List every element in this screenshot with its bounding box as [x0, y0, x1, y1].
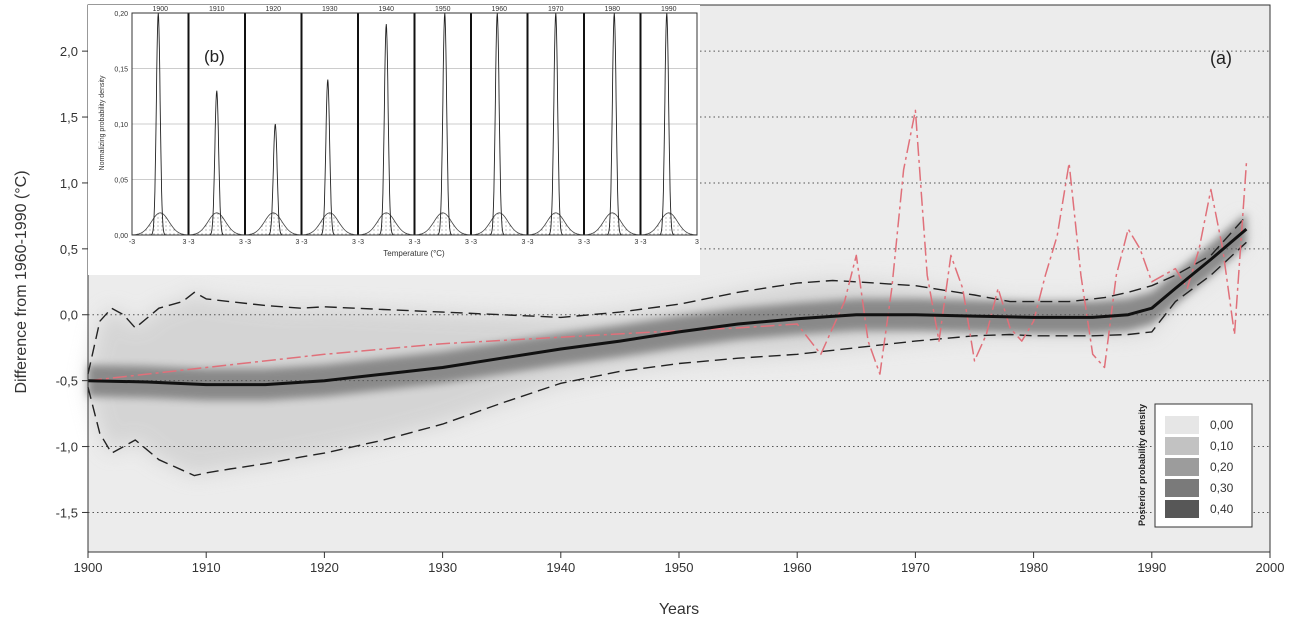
- inset-decade-label: 1960: [491, 6, 507, 13]
- x-tick-label: 1900: [74, 560, 103, 575]
- inset-prior-curve: [131, 212, 189, 236]
- y-tick-label: -1,0: [56, 440, 78, 455]
- inset-plot-border: [131, 12, 698, 236]
- inset-decade-label: 1940: [378, 6, 394, 13]
- legend-swatch: [1165, 458, 1199, 476]
- inset-prior-curve: [414, 212, 472, 236]
- inset-y-tick-label: 0,05: [114, 178, 128, 185]
- posterior-density-shading: [88, 213, 1247, 476]
- upper-bound-line: [87, 215, 1247, 375]
- legend-label: 0,20: [1210, 460, 1234, 474]
- y-tick-label: 2,0: [60, 44, 78, 59]
- inset-decade-label: 1950: [435, 6, 451, 13]
- legend-label: 0,40: [1210, 502, 1234, 516]
- inset-decade-label: 1990: [661, 6, 677, 13]
- legend-label: 0,10: [1210, 439, 1234, 453]
- inset-x-tick-label: 3 -3: [465, 239, 477, 246]
- inset-x-axis-label: Temperature (°C): [383, 249, 445, 258]
- inset-y-tick-label: 0,20: [114, 11, 128, 18]
- legend-swatch: [1165, 500, 1199, 518]
- inset-prior-curve: [583, 212, 641, 236]
- lower-bound-line: [87, 241, 1247, 477]
- x-tick-label: 1990: [1137, 560, 1166, 575]
- y-tick-label: 1,5: [60, 110, 78, 125]
- inset-x-tick-label: -3: [129, 239, 135, 246]
- inset-x-tick-label: 3 -3: [352, 239, 364, 246]
- inset-y-tick-label: 0,15: [114, 67, 128, 74]
- y-tick-label: -0,5: [56, 374, 78, 389]
- inset-prior-curve: [301, 212, 359, 236]
- inset-x-tick-label: 3 -3: [295, 239, 307, 246]
- axes: 1900 1910 1920 1930 1940 1950 1960 1970 1980 1990…: [56, 44, 1285, 575]
- inset-posterior-peak: [267, 123, 283, 236]
- inset-posterior-peak: [378, 24, 394, 236]
- inset-y-axis-label: Normalizing probability density: [99, 75, 106, 170]
- inset-decade-label: 1970: [548, 6, 564, 13]
- inset-prior-curve: [188, 212, 246, 236]
- inset-x-tick-label: 3 -3: [408, 239, 420, 246]
- legend-title: Posterior probability density: [1137, 404, 1147, 526]
- inset-decade-label: 1930: [322, 6, 338, 13]
- y-tick-label: 0,5: [60, 242, 78, 257]
- inset-prior-curve: [470, 212, 528, 236]
- legend-label: 0,00: [1210, 418, 1234, 432]
- inset-x-tick-label: 3 -3: [182, 239, 194, 246]
- x-tick-label: 1920: [310, 560, 339, 575]
- x-tick-label: 1940: [546, 560, 575, 575]
- inset-x-tick-label: 3 -3: [578, 239, 590, 246]
- inset-x-tick-label: 3: [695, 239, 699, 246]
- instrumental-line: [87, 109, 1248, 382]
- legend-swatch: [1165, 437, 1199, 455]
- inset-x-tick-label: 3 -3: [634, 239, 646, 246]
- inset-decade-label: 1980: [604, 6, 620, 13]
- x-tick-label: 1970: [901, 560, 930, 575]
- y-axis-label: Difference from 1960-1990 (°C): [13, 170, 30, 393]
- inset-x-tick-label: 3 -3: [239, 239, 251, 246]
- y-tick-label: 1,0: [60, 176, 78, 191]
- x-tick-label: 2000: [1256, 560, 1285, 575]
- inset-decade-label: 1900: [152, 6, 168, 13]
- inset-decade-label: 1910: [209, 6, 225, 13]
- inset-decade-label: 1920: [265, 6, 281, 13]
- inset-posterior-peak: [320, 79, 336, 236]
- inset-y-tick-label: 0,00: [114, 233, 128, 240]
- inset-y-tick-label: 0,10: [114, 122, 128, 129]
- panel-label-a: (a): [1210, 48, 1232, 68]
- inset-posterior-peak: [209, 90, 225, 236]
- legend-swatch: [1165, 479, 1199, 497]
- panel-label-b: (b): [204, 47, 225, 66]
- inset-prior-curve: [640, 212, 698, 236]
- y-tick-label: 0,0: [60, 308, 78, 323]
- median-line: [87, 227, 1248, 387]
- x-tick-label: 1930: [428, 560, 457, 575]
- x-tick-label: 1980: [1019, 560, 1048, 575]
- legend-swatch: [1165, 416, 1199, 434]
- y-tick-label: -1,5: [56, 505, 78, 520]
- inset-prior-curve: [357, 212, 415, 236]
- density-legend: Posterior probability density 0,00 0,10 0,…: [1137, 403, 1253, 528]
- x-tick-label: 1960: [783, 560, 812, 575]
- inset-prior-curve: [527, 212, 585, 236]
- data-series: [87, 109, 1248, 477]
- inset-x-tick-label: 3 -3: [521, 239, 533, 246]
- legend-label: 0,30: [1210, 481, 1234, 495]
- x-axis-label: Years: [659, 601, 699, 618]
- x-tick-label: 1910: [192, 560, 221, 575]
- density-core: [88, 213, 1247, 401]
- inset-panel-b: 0,00 0,05 0,10 0,15 0,20 1900 1910 1920 1930 1940…: [88, 5, 700, 275]
- x-tick-label: 1950: [665, 560, 694, 575]
- inset-prior-curve: [244, 212, 302, 236]
